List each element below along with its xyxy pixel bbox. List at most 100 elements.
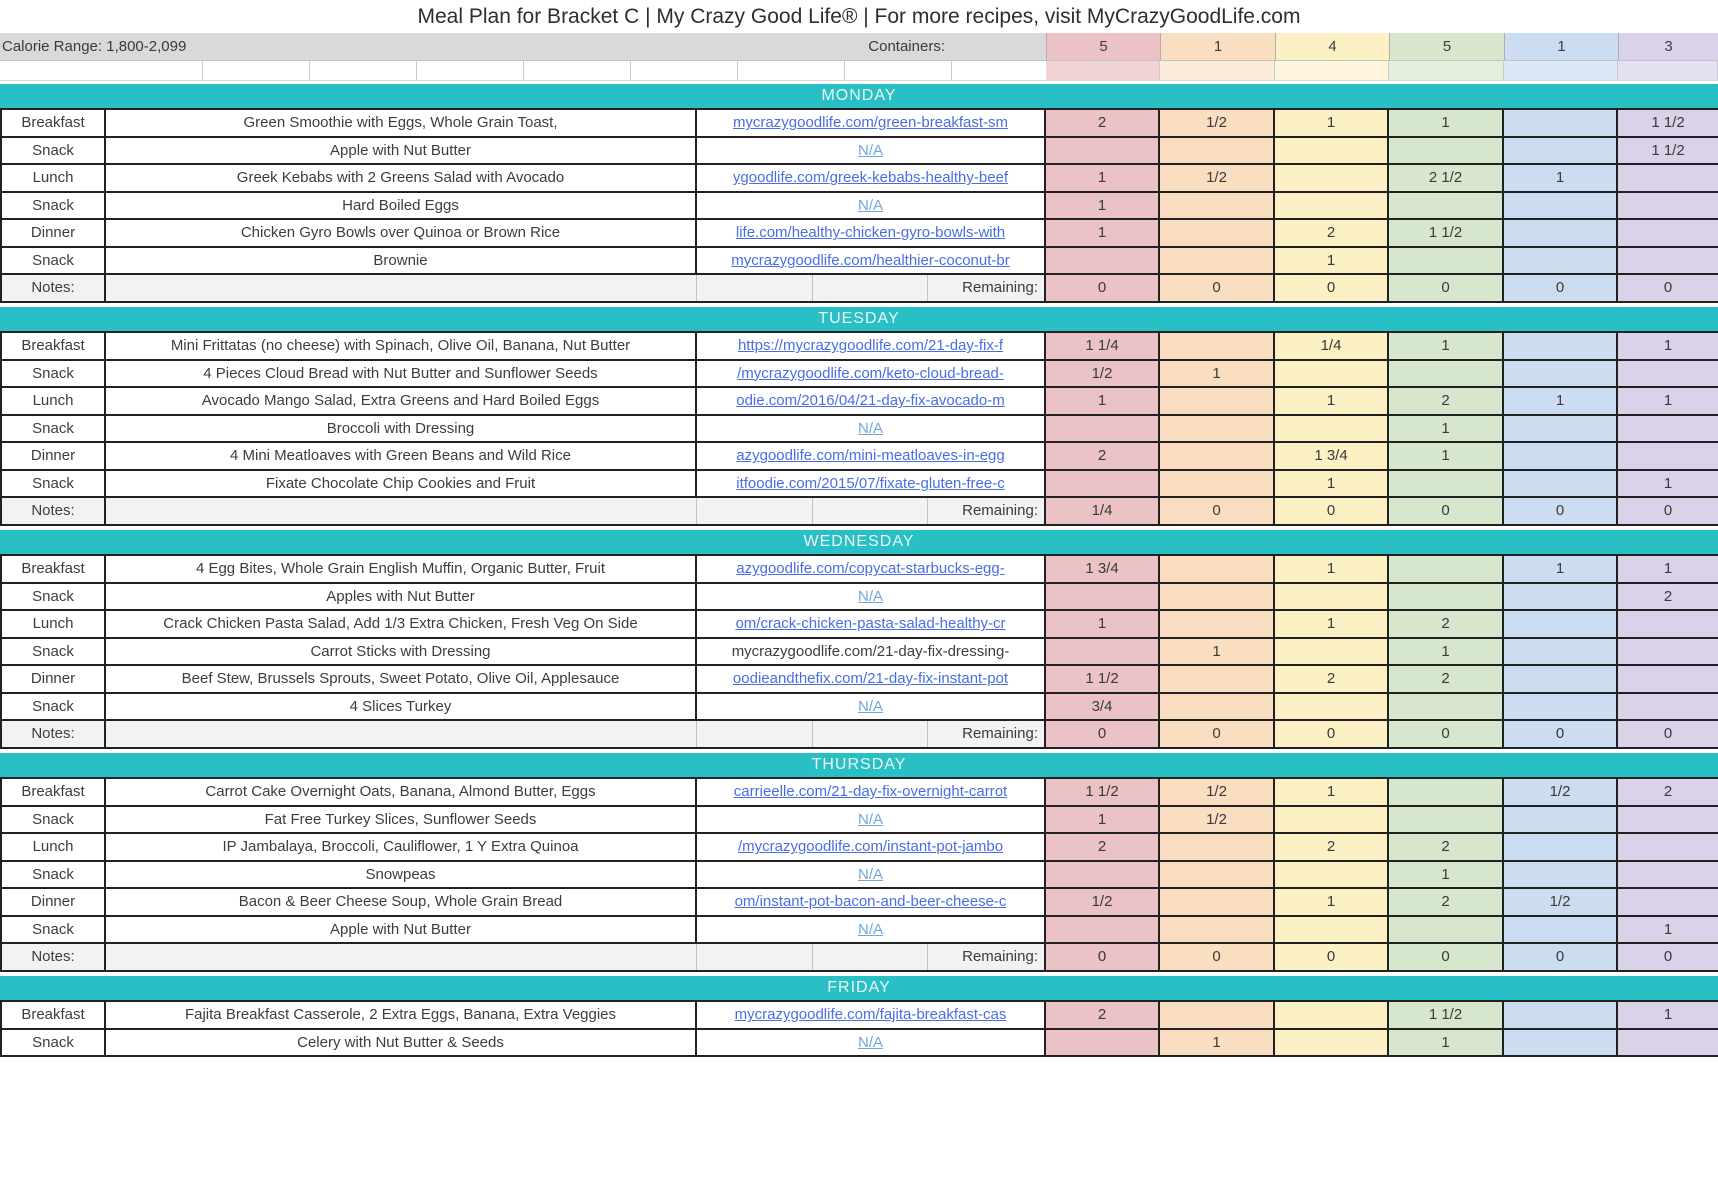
container-cell-red: 2 [1046, 1002, 1160, 1028]
meal-row: Lunch Greek Kebabs with 2 Greens Salad wi… [0, 165, 1718, 193]
recipe-link[interactable]: oodieandthefix.com/21-day-fix-instant-po… [732, 670, 1009, 688]
meal-row: Breakfast Mini Frittatas (no cheese) with… [0, 333, 1718, 361]
container-cell-yellow [1275, 916, 1389, 942]
container-cell-yellow: 1 3/4 [1275, 443, 1389, 469]
container-cell-blue [1504, 583, 1618, 609]
meal-row: Breakfast 4 Egg Bites, Whole Grain Englis… [0, 556, 1718, 584]
recipe-link-na[interactable]: N/A [857, 196, 883, 214]
container-cell-purple: 1 [1618, 556, 1718, 582]
spacer-cell-red [1046, 61, 1160, 81]
container-cell-red [1046, 638, 1160, 664]
container-count-green: 5 [1389, 33, 1504, 60]
container-cell-blue [1504, 110, 1618, 136]
meal-type-label: Snack [2, 137, 106, 163]
meal-type-label: Snack [2, 693, 106, 719]
container-cell-purple [1618, 192, 1718, 218]
day-block-friday: FRIDAY Breakfast Fajita Breakfast Casserol… [0, 976, 1718, 1196]
remaining-cell-orange: 0 [1160, 275, 1275, 301]
container-cell-orange [1160, 137, 1275, 163]
meal-description: Apples with Nut Butter [106, 583, 697, 609]
day-rows: Breakfast Fajita Breakfast Casserole, 2 E… [0, 1000, 1718, 1057]
meal-row: Snack Apple with Nut Butter N/A 1 [0, 916, 1718, 944]
container-cell-red [1046, 137, 1160, 163]
day-header: WEDNESDAY [0, 530, 1718, 554]
recipe-link[interactable]: azygoodlife.com/mini-meatloaves-in-egg [736, 447, 1005, 465]
recipe-link[interactable]: /mycrazygoodlife.com/keto-cloud-bread- [737, 364, 1004, 382]
recipe-link[interactable]: itfoodie.com/2015/07/fixate-gluten-free-… [736, 474, 1005, 492]
container-cell-yellow: 1 [1275, 247, 1389, 273]
recipe-link-na[interactable]: N/A [857, 810, 883, 828]
recipe-link-na[interactable]: N/A [857, 1033, 883, 1051]
meal-type-label: Breakfast [2, 779, 106, 805]
container-cell-red: 1 [1046, 192, 1160, 218]
container-cell-purple: 1 1/2 [1618, 110, 1718, 136]
container-cell-green [1389, 470, 1504, 496]
container-cell-orange: 1/2 [1160, 110, 1275, 136]
recipe-link[interactable]: life.com/healthy-chicken-gyro-bowls-with [735, 224, 1006, 242]
container-cell-yellow [1275, 165, 1389, 191]
container-cell-yellow: 1 [1275, 889, 1389, 915]
recipe-link-na[interactable]: N/A [857, 419, 883, 437]
day-header: FRIDAY [0, 976, 1718, 1000]
recipe-link-cell: mycrazygoodlife.com/green-breakfast-sm [697, 110, 1046, 136]
container-cell-yellow [1275, 861, 1389, 887]
meal-description: Snowpeas [106, 861, 697, 887]
container-cell-red: 1 [1046, 388, 1160, 414]
meal-description: Green Smoothie with Eggs, Whole Grain To… [106, 110, 697, 136]
recipe-link[interactable]: mycrazygoodlife.com/green-breakfast-sm [732, 114, 1009, 132]
container-cell-purple [1618, 834, 1718, 860]
container-cell-green [1389, 916, 1504, 942]
recipe-link[interactable]: om/crack-chicken-pasta-salad-healthy-cr [735, 615, 1006, 633]
container-cell-yellow [1275, 192, 1389, 218]
notes-empty-cell [813, 498, 928, 524]
container-cell-green [1389, 137, 1504, 163]
container-cell-orange [1160, 889, 1275, 915]
container-cell-blue [1504, 220, 1618, 246]
container-cell-green [1389, 360, 1504, 386]
container-count-purple: 3 [1618, 33, 1718, 60]
recipe-link-na[interactable]: N/A [857, 865, 883, 883]
recipe-link[interactable]: azygoodlife.com/copycat-starbucks-egg- [736, 560, 1005, 578]
recipe-link-na[interactable]: N/A [857, 141, 883, 159]
container-count-orange: 1 [1160, 33, 1275, 60]
recipe-link[interactable]: mycrazygoodlife.com/healthier-coconut-br [731, 251, 1010, 269]
recipe-link[interactable]: odie.com/2016/04/21-day-fix-avocado-m [736, 392, 1005, 410]
recipe-link-na[interactable]: N/A [857, 587, 883, 605]
container-cell-orange [1160, 415, 1275, 441]
recipe-link-cell: N/A [697, 1029, 1046, 1055]
recipe-link[interactable]: /mycrazygoodlife.com/instant-pot-jambo [737, 838, 1004, 856]
recipe-link[interactable]: ygoodlife.com/greek-kebabs-healthy-beef [732, 169, 1009, 187]
day-block-thursday: THURSDAY Breakfast Carrot Cake Overnight O… [0, 753, 1718, 973]
meal-type-label: Lunch [2, 611, 106, 637]
container-cell-orange [1160, 220, 1275, 246]
recipe-link-na[interactable]: N/A [857, 920, 883, 938]
day-block-monday: MONDAY Breakfast Green Smoothie with Eggs,… [0, 84, 1718, 304]
container-cell-purple: 1 [1618, 916, 1718, 942]
day-blocks: MONDAY Breakfast Green Smoothie with Eggs,… [0, 84, 1718, 1196]
recipe-link[interactable]: mycrazygoodlife.com/fajita-breakfast-cas [734, 1006, 1007, 1024]
container-cell-blue: 1 [1504, 165, 1618, 191]
remaining-cell-green: 0 [1389, 944, 1504, 970]
remaining-cell-green: 0 [1389, 275, 1504, 301]
meal-description: Broccoli with Dressing [106, 415, 697, 441]
container-cell-orange [1160, 556, 1275, 582]
calorie-header-row: Calorie Range: 1,800-2,099 Containers: 5… [0, 33, 1718, 61]
notes-empty-cell [106, 498, 697, 524]
recipe-link[interactable]: https://mycrazygoodlife.com/21-day-fix-f [737, 337, 1004, 355]
meal-row: Lunch Avocado Mango Salad, Extra Greens a… [0, 388, 1718, 416]
recipe-link-na[interactable]: N/A [857, 697, 883, 715]
day-name: FRIDAY [827, 979, 891, 996]
recipe-link-cell: N/A [697, 693, 1046, 719]
recipe-link[interactable]: carrieelle.com/21-day-fix-overnight-carr… [733, 783, 1008, 801]
container-cell-blue [1504, 861, 1618, 887]
remaining-cell-purple: 0 [1618, 275, 1718, 301]
recipe-link[interactable]: om/instant-pot-bacon-and-beer-cheese-c [734, 893, 1007, 911]
container-cell-blue [1504, 333, 1618, 359]
meal-type-label: Lunch [2, 834, 106, 860]
container-cell-yellow [1275, 1002, 1389, 1028]
meal-row: Dinner 4 Mini Meatloaves with Green Beans… [0, 443, 1718, 471]
container-cell-yellow: 1 [1275, 611, 1389, 637]
meal-description: Fat Free Turkey Slices, Sunflower Seeds [106, 806, 697, 832]
container-cell-red: 1/2 [1046, 360, 1160, 386]
meal-row: Lunch IP Jambalaya, Broccoli, Cauliflower… [0, 834, 1718, 862]
